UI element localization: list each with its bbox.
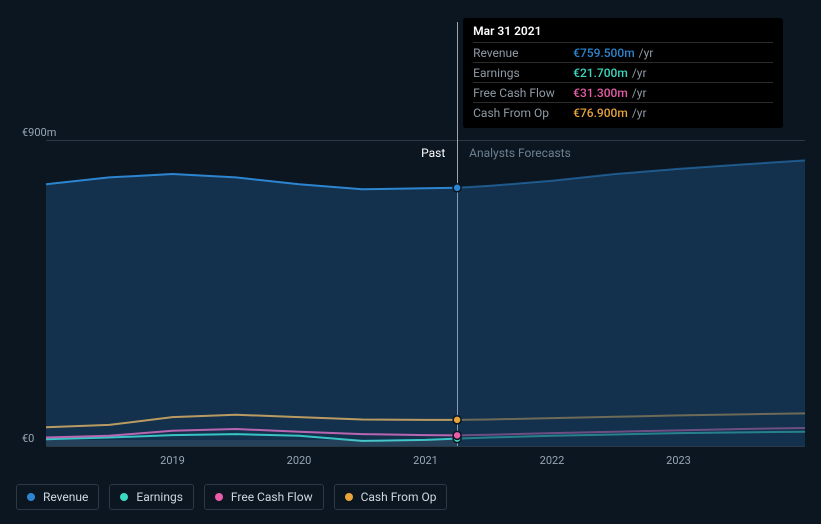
legend-dot-icon [215,493,223,501]
x-axis-tick: 2023 [666,454,691,467]
gridline [46,446,805,447]
hover-tooltip: Mar 31 2021 Revenue€759.500m/yrEarnings€… [463,18,783,128]
tooltip-unit: /yr [639,46,654,60]
x-axis-tick: 2019 [160,454,185,467]
plot-area[interactable] [46,140,805,446]
tooltip-metric: Earnings [473,66,573,80]
legend-label: Free Cash Flow [231,490,313,504]
y-axis-tick: €0 [22,432,34,445]
tooltip-row: Revenue€759.500m/yr [473,42,773,62]
legend-item-earnings[interactable]: Earnings [109,484,194,510]
legend-dot-icon [120,493,128,501]
legend-dot-icon [345,493,353,501]
x-axis-tick: 2022 [540,454,565,467]
tooltip-unit: /yr [632,86,647,100]
legend-label: Earnings [136,490,183,504]
chart-svg [46,140,805,446]
legend-label: Cash From Op [361,490,437,504]
tooltip-unit: /yr [632,106,647,120]
chart-area: €900m €0 Past Analysts Forecasts 2019202… [16,0,805,474]
y-axis-tick: €900m [22,126,56,139]
x-axis-tick: 2021 [413,454,438,467]
tooltip-value: €21.700m [573,66,628,80]
tooltip-date: Mar 31 2021 [473,24,773,42]
legend-item-cash_from_op[interactable]: Cash From Op [334,484,448,510]
tooltip-value: €76.900m [573,106,628,120]
tooltip-row: Free Cash Flow€31.300m/yr [473,82,773,102]
tooltip-value: €759.500m [573,46,635,60]
tooltip-row: Cash From Op€76.900m/yr [473,102,773,122]
legend-item-free_cash_flow[interactable]: Free Cash Flow [204,484,324,510]
x-axis-tick: 2020 [287,454,312,467]
legend: Revenue Earnings Free Cash Flow Cash From O… [16,484,447,510]
legend-dot-icon [27,493,35,501]
tooltip-metric: Revenue [473,46,573,60]
x-axis: 2019 2020 2021 2022 2023 [46,454,805,468]
tooltip-row: Earnings€21.700m/yr [473,62,773,82]
tooltip-value: €31.300m [573,86,628,100]
tooltip-metric: Cash From Op [473,106,573,120]
legend-item-revenue[interactable]: Revenue [16,484,99,510]
legend-label: Revenue [43,490,88,504]
tooltip-metric: Free Cash Flow [473,86,573,100]
tooltip-unit: /yr [632,66,647,80]
